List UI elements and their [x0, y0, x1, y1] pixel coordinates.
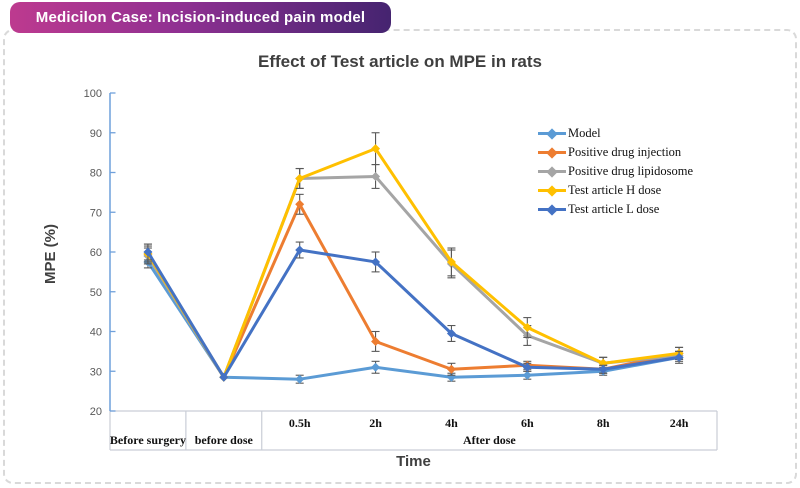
series-marker-test-article-h-dose — [295, 173, 305, 183]
x-group-label: After dose — [463, 433, 516, 447]
legend-item: Model — [538, 124, 693, 143]
y-tick-label: 20 — [90, 406, 102, 418]
series-marker-test-article-l-dose — [598, 364, 608, 374]
y-tick-label: 30 — [90, 366, 102, 378]
series-marker-test-article-h-dose — [446, 257, 456, 267]
series-line-positive-drug-injection — [146, 202, 681, 379]
series-marker-positive-drug-lipidosome — [371, 171, 381, 181]
y-tick-label: 40 — [90, 327, 102, 339]
series-marker-positive-drug-injection — [295, 199, 305, 209]
legend-marker-icon — [538, 203, 566, 216]
series-marker-test-article-h-dose — [522, 323, 532, 333]
x-tick-label: 0.5h — [289, 416, 311, 430]
legend-label: Positive drug lipidosome — [568, 164, 693, 178]
legend-label: Model — [568, 126, 601, 140]
x-tick-label: 2h — [369, 416, 382, 430]
series-marker-model — [371, 362, 381, 372]
y-tick-label: 100 — [84, 88, 102, 100]
legend-item: Positive drug lipidosome — [538, 162, 693, 181]
series-marker-test-article-l-dose — [674, 352, 684, 362]
series-line-test-article-h-dose — [146, 147, 681, 379]
x-tick-label: 6h — [521, 416, 534, 430]
chart-title: Effect of Test article on MPE in rats — [257, 52, 543, 71]
legend-marker-icon — [538, 146, 566, 159]
legend-label: Positive drug injection — [568, 145, 682, 159]
series-marker-test-article-l-dose — [522, 362, 532, 372]
series-line-test-article-l-dose — [146, 248, 681, 379]
x-axis-title: Time — [396, 453, 431, 470]
x-tick-label: 4h — [445, 416, 458, 430]
header-title: Medicilon Case: Incision-induced pain mo… — [35, 9, 366, 26]
series-marker-test-article-l-dose — [446, 328, 456, 338]
legend-item: Test article L dose — [538, 200, 693, 219]
series-marker-positive-drug-injection — [371, 336, 381, 346]
legend-label: Test article H dose — [568, 183, 662, 197]
series-marker-test-article-l-dose — [295, 245, 305, 255]
series-marker-test-article-l-dose — [219, 372, 229, 382]
chart-legend: Model Positive drug injection Positive dru… — [538, 124, 693, 219]
header-badge: Medicilon Case: Incision-induced pain mo… — [10, 2, 391, 33]
series-marker-test-article-l-dose — [371, 257, 381, 267]
series-line-model — [146, 260, 681, 381]
page-border — [3, 29, 797, 484]
legend-item: Positive drug injection — [538, 143, 693, 162]
series-marker-positive-drug-injection — [446, 364, 456, 374]
legend-label: Test article L dose — [568, 202, 660, 216]
x-tick-label: 8h — [597, 416, 610, 430]
y-tick-label: 90 — [90, 128, 102, 140]
y-tick-label: 50 — [90, 287, 102, 299]
series-marker-model — [522, 370, 532, 380]
series-marker-test-article-l-dose — [143, 247, 153, 257]
legend-item: Test article H dose — [538, 181, 693, 200]
series-marker-test-article-h-dose — [371, 144, 381, 154]
x-group-label: before dose — [195, 433, 254, 447]
y-tick-label: 60 — [90, 247, 102, 259]
x-group-label: Before surgery — [110, 433, 186, 447]
series-marker-model — [295, 374, 305, 384]
legend-marker-icon — [538, 184, 566, 197]
y-tick-label: 80 — [90, 168, 102, 180]
legend-marker-icon — [538, 127, 566, 140]
y-tick-label: 70 — [90, 207, 102, 219]
x-tick-label: 24h — [670, 416, 689, 430]
legend-marker-icon — [538, 165, 566, 178]
y-axis-title: MPE (%) — [42, 224, 59, 284]
